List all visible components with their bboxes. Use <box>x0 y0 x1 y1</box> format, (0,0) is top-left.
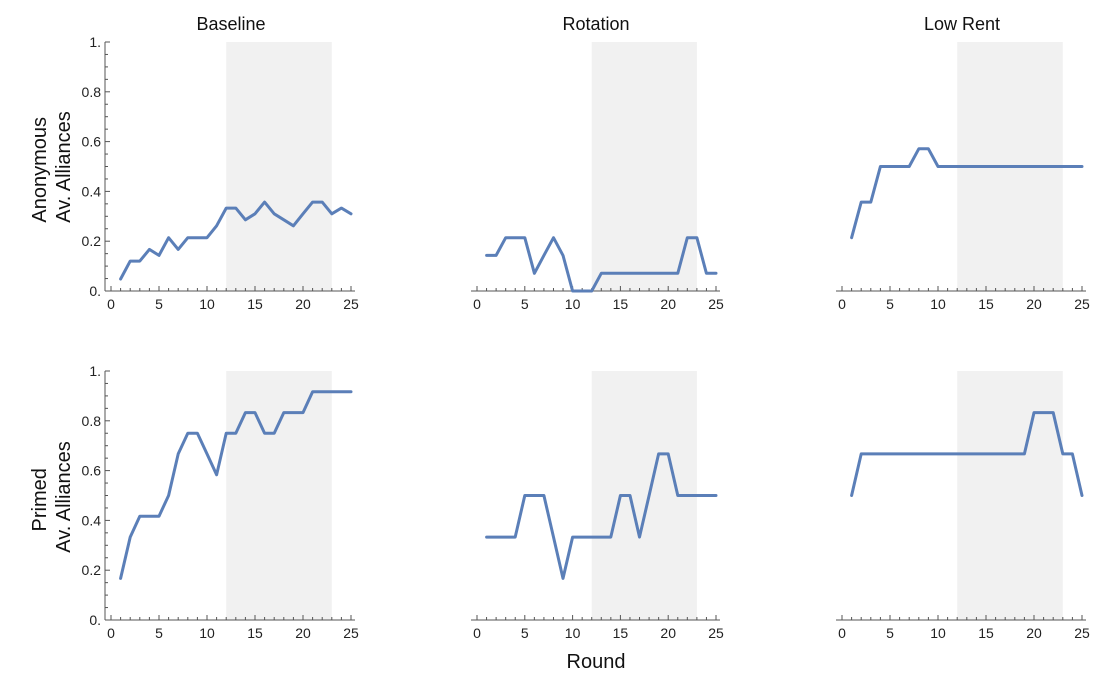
panel-primed-baseline-y-tick-label: 0.8 <box>82 413 102 429</box>
panel-anonymous-rotation-x-tick-label: 10 <box>565 296 581 312</box>
panel-primed-low-rent: 0 5 10 15 20 25 <box>836 371 1090 641</box>
panel-anonymous-rotation-x-tick-label: 20 <box>660 296 676 312</box>
row-label-anonymous-line1: Anonymous <box>29 117 51 223</box>
panel-primed-baseline-y-tick-label: 0.6 <box>82 463 102 479</box>
panel-anonymous-low-rent-series-line <box>850 147 1084 240</box>
panel-primed-baseline-y-tick-label: 1. <box>89 363 101 379</box>
panel-primed-baseline-x-tick-label: 10 <box>199 625 215 641</box>
panel-anonymous-low-rent-x-tick-label: 10 <box>930 296 946 312</box>
panel-primed-baseline-x-tick-label: 20 <box>295 625 311 641</box>
row-label-primed-line1: Primed <box>29 468 51 531</box>
panel-anonymous-baseline-y-tick-label: 0.2 <box>82 233 102 249</box>
panel-anonymous-rotation-series-line <box>485 236 718 293</box>
panel-anonymous-baseline: 0 5 10 15 20 25 0. 0.2 0.4 0.6 0.8 1. <box>82 34 359 312</box>
panel-anonymous-rotation-shaded-region <box>591 42 697 291</box>
row-label-anonymous-line2: Av. Alliances <box>53 111 75 223</box>
row-label-anonymous: Anonymous Av. Alliances <box>29 111 75 223</box>
panel-anonymous-baseline-x-tick-label: 10 <box>199 296 215 312</box>
panel-anonymous-baseline-y-tick-label: 0.6 <box>82 134 102 150</box>
panel-anonymous-baseline-x-tick-label: 15 <box>247 296 263 312</box>
panel-primed-rotation-x-tick-label: 25 <box>708 625 724 641</box>
panel-primed-rotation-series-line <box>485 452 718 580</box>
panel-primed-baseline-x-tick-label: 5 <box>155 625 163 641</box>
panel-anonymous-low-rent-x-tick-label: 15 <box>978 296 994 312</box>
panel-primed-low-rent-x-tick-label: 20 <box>1026 625 1042 641</box>
panel-primed-baseline-y-tick-label: 0.2 <box>82 562 102 578</box>
panel-primed-rotation-x-tick-label: 15 <box>613 625 629 641</box>
panel-primed-rotation-x-tick-label: 20 <box>660 625 676 641</box>
panel-anonymous-baseline-series-line <box>119 200 353 281</box>
panel-primed-baseline-x-tick-label: 0 <box>107 625 115 641</box>
panels: 0 5 10 15 20 25 0. 0.2 0.4 0.6 0.8 1. 0 5 10 15 20 25 0 5 10… <box>82 34 1090 641</box>
panel-anonymous-low-rent: 0 5 10 15 20 25 <box>836 42 1090 312</box>
column-title-low-rent: Low Rent <box>924 14 1000 34</box>
panel-anonymous-baseline-x-tick-label: 5 <box>155 296 163 312</box>
panel-primed-low-rent-shaded-region <box>957 371 1063 620</box>
panel-anonymous-rotation-x-tick-label: 0 <box>473 296 481 312</box>
panel-anonymous-baseline-y-tick-label: 0. <box>89 283 101 299</box>
panel-anonymous-low-rent-x-tick-label: 25 <box>1074 296 1090 312</box>
panel-anonymous-rotation-x-tick-label: 5 <box>521 296 529 312</box>
panel-primed-rotation-x-tick-label: 0 <box>473 625 481 641</box>
panel-primed-baseline-shaded-region <box>226 371 332 620</box>
panel-primed-baseline-x-tick-label: 15 <box>247 625 263 641</box>
panel-anonymous-rotation-x-tick-label: 15 <box>613 296 629 312</box>
row-label-primed-line2: Av. Alliances <box>53 441 75 553</box>
panel-anonymous-baseline-x-tick-label: 25 <box>343 296 359 312</box>
panel-primed-rotation-x-tick-label: 5 <box>521 625 529 641</box>
panel-primed-low-rent-x-tick-label: 10 <box>930 625 946 641</box>
panel-anonymous-rotation: 0 5 10 15 20 25 <box>471 42 724 312</box>
panel-anonymous-baseline-y-tick-label: 0.4 <box>82 183 102 199</box>
panel-anonymous-baseline-y-tick-label: 0.8 <box>82 84 102 100</box>
panel-anonymous-low-rent-x-tick-label: 20 <box>1026 296 1042 312</box>
row-labels: Anonymous Av. Alliances Primed Av. Allia… <box>29 111 75 553</box>
panel-primed-baseline-series-line <box>119 390 353 580</box>
panel-anonymous-low-rent-x-tick-label: 0 <box>838 296 846 312</box>
panel-primed-low-rent-x-tick-label: 0 <box>838 625 846 641</box>
panel-anonymous-rotation-x-tick-label: 25 <box>708 296 724 312</box>
panel-anonymous-baseline-y-tick-label: 1. <box>89 34 101 50</box>
panel-primed-rotation-x-tick-label: 10 <box>565 625 581 641</box>
panel-primed-baseline-x-tick-label: 25 <box>343 625 359 641</box>
column-titles: Baseline Rotation Low Rent <box>196 14 1000 34</box>
panel-primed-baseline-y-tick-label: 0.4 <box>82 512 102 528</box>
column-title-rotation: Rotation <box>562 14 629 34</box>
panel-primed-baseline: 0 5 10 15 20 25 0. 0.2 0.4 0.6 0.8 1. <box>82 363 359 641</box>
panel-primed-baseline-y-tick-label: 0. <box>89 612 101 628</box>
panel-primed-low-rent-x-tick-label: 25 <box>1074 625 1090 641</box>
column-title-baseline: Baseline <box>196 14 265 34</box>
panel-primed-rotation: 0 5 10 15 20 25 <box>471 371 724 641</box>
panel-anonymous-baseline-x-tick-label: 20 <box>295 296 311 312</box>
row-label-primed: Primed Av. Alliances <box>29 441 75 553</box>
panel-anonymous-baseline-shaded-region <box>226 42 332 291</box>
panel-primed-low-rent-series-line <box>850 411 1084 497</box>
panel-anonymous-low-rent-x-tick-label: 5 <box>886 296 894 312</box>
panel-anonymous-baseline-x-tick-label: 0 <box>107 296 115 312</box>
panel-primed-low-rent-x-tick-label: 15 <box>978 625 994 641</box>
panel-primed-low-rent-x-tick-label: 5 <box>886 625 894 641</box>
x-axis-title: Round <box>567 651 626 673</box>
